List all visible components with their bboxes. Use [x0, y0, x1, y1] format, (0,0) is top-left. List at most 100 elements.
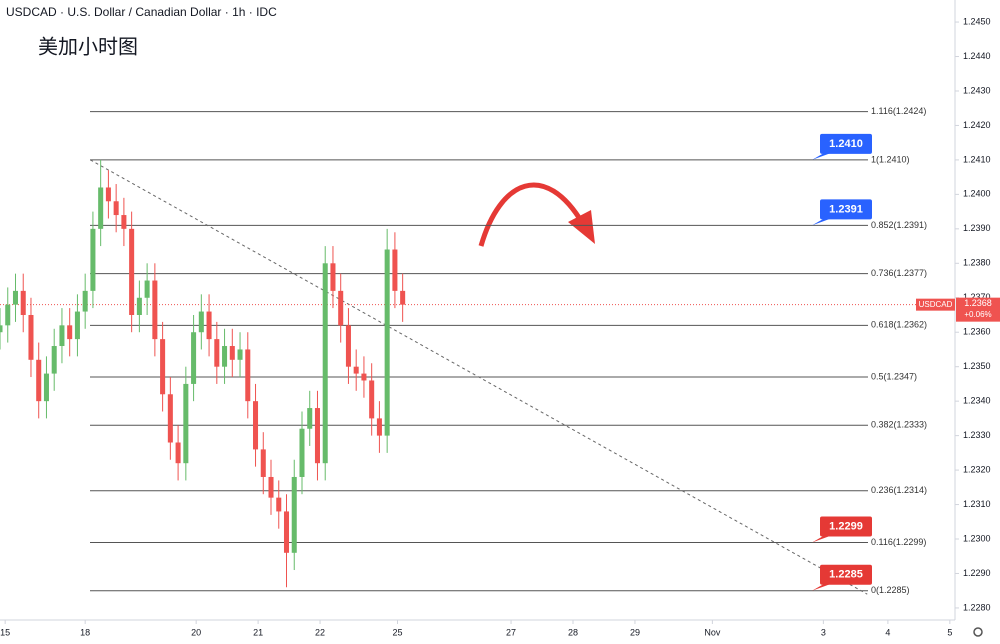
- candle-body: [268, 476, 274, 498]
- candle-body: [167, 394, 173, 443]
- y-tick-label: 1.2450: [963, 16, 991, 26]
- candle-body: [237, 349, 243, 360]
- callout-label: 1.2410: [829, 138, 863, 150]
- candle-body: [322, 263, 328, 464]
- callout-box: [820, 199, 872, 220]
- y-tick-label: 1.2300: [963, 533, 991, 543]
- fib-label: 1(1.2410): [871, 154, 910, 164]
- symbol-label: USDCAD: [919, 300, 953, 309]
- arrow: [478, 182, 586, 247]
- chart-subtitle: 美加小时图: [38, 35, 138, 58]
- candle-body: [0, 325, 3, 333]
- y-tick-label: 1.2380: [963, 258, 991, 268]
- fib-label: 0.116(1.2299): [871, 537, 926, 547]
- y-tick-label: 1.2360: [963, 327, 991, 337]
- x-tick-label: 27: [506, 627, 516, 637]
- candle-body: [121, 215, 127, 229]
- x-tick-label: 21: [253, 627, 263, 637]
- candle-body: [253, 401, 259, 450]
- candle-body: [245, 349, 251, 402]
- x-tick-label: 20: [191, 627, 201, 637]
- x-tick-label: 22: [315, 627, 325, 637]
- callout-box: [820, 133, 872, 154]
- x-tick-label: Nov: [704, 627, 721, 637]
- candle-body: [20, 290, 26, 315]
- y-tick-label: 1.2340: [963, 396, 991, 406]
- symbol-tag: [916, 298, 955, 311]
- candle-body: [160, 339, 166, 395]
- candle-body: [5, 304, 11, 326]
- arrow-head: [568, 210, 595, 244]
- fib-label: 0.852(1.2391): [871, 220, 927, 230]
- candle-body: [299, 428, 305, 477]
- candle-body: [98, 187, 104, 229]
- candle-body: [136, 297, 142, 315]
- candle-body: [144, 280, 150, 298]
- y-tick-label: 1.2440: [963, 51, 991, 61]
- candle-body: [105, 187, 111, 202]
- candle-body: [314, 408, 320, 464]
- y-tick-label: 1.2310: [963, 499, 991, 509]
- callout-box: [820, 516, 872, 537]
- price-label: 1.2368: [964, 298, 992, 308]
- x-tick-label: 4: [885, 627, 890, 637]
- x-tick-label: 25: [392, 627, 402, 637]
- callout-label: 1.2299: [829, 520, 863, 532]
- fib-label: 1.116(1.2424): [871, 106, 926, 116]
- settings-icon[interactable]: [973, 627, 983, 637]
- candle-body: [113, 201, 119, 216]
- x-tick-label: 28: [568, 627, 578, 637]
- candle-body: [330, 263, 336, 291]
- candle-body: [229, 346, 235, 360]
- y-tick-label: 1.2370: [963, 292, 991, 302]
- x-tick-label: 5: [947, 627, 952, 637]
- candle-body: [36, 359, 42, 402]
- candle-body: [260, 449, 266, 477]
- candle-body: [175, 442, 181, 464]
- candle-body: [291, 476, 297, 553]
- candle-body: [74, 311, 80, 340]
- candle-body: [43, 373, 49, 402]
- price-tag: [956, 297, 1000, 322]
- fib-label: 0.236(1.2314): [871, 485, 927, 495]
- candle-body: [392, 249, 398, 291]
- candle-body: [276, 497, 282, 512]
- candle-body: [12, 290, 19, 305]
- candle-body: [283, 511, 290, 553]
- y-tick-label: 1.2280: [963, 602, 991, 612]
- candle-body: [82, 290, 88, 312]
- candle-body: [369, 380, 375, 419]
- candle-body: [361, 373, 367, 381]
- y-tick-label: 1.2330: [963, 430, 991, 440]
- y-tick-label: 1.2400: [963, 189, 991, 199]
- fib-label: 0.618(1.2362): [871, 320, 927, 330]
- candle-body: [67, 325, 73, 340]
- candle-body: [183, 383, 189, 464]
- y-tick-label: 1.2390: [963, 223, 991, 233]
- candle-body: [90, 228, 96, 291]
- candle-body: [59, 325, 65, 347]
- x-tick-label: 3: [821, 627, 826, 637]
- y-tick-label: 1.2410: [963, 154, 991, 164]
- candle-body: [152, 280, 158, 340]
- y-tick-label: 1.2420: [963, 120, 991, 130]
- fib-label: 0(1.2285): [871, 585, 910, 595]
- candle-body: [384, 249, 390, 436]
- fib-label: 0.5(1.2347): [871, 371, 917, 381]
- candle-body: [191, 332, 197, 384]
- candle-body: [51, 346, 57, 374]
- y-tick-label: 1.2290: [963, 568, 991, 578]
- fib-label: 0.736(1.2377): [871, 268, 927, 278]
- candle-body: [338, 290, 344, 326]
- x-tick-label: 29: [630, 627, 640, 637]
- callout-label: 1.2391: [829, 203, 863, 215]
- x-tick-label: 15: [0, 627, 10, 637]
- candle-body: [353, 366, 359, 374]
- y-tick-label: 1.2350: [963, 361, 991, 371]
- candle-body: [206, 311, 212, 340]
- callout-box: [820, 564, 872, 585]
- price-change: +0.06%: [964, 310, 991, 319]
- x-tick-label: 18: [80, 627, 90, 637]
